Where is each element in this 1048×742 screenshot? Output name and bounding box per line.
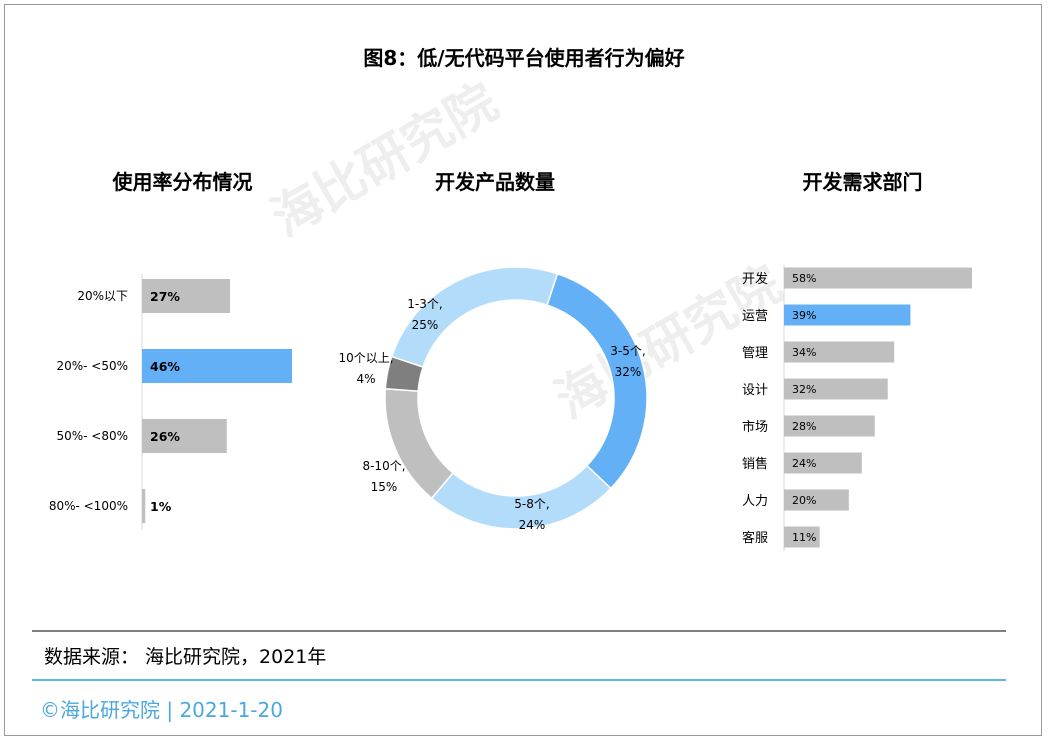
department-bar xyxy=(784,452,862,474)
department-category-label: 运营 xyxy=(742,309,768,324)
donut-slice-label: 1-3个, xyxy=(407,297,442,311)
department-bar xyxy=(784,304,911,326)
donut-chart: 3-5个, 32% 5-8个, 24% 8-10个, 15% 10个以上, 4% 1-3个, 25… xyxy=(338,266,648,532)
department-value-label: 39% xyxy=(792,309,816,322)
footer-divider xyxy=(32,679,1006,681)
department-category-label: 管理 xyxy=(742,346,768,361)
donut-slice-label: 10个以上, xyxy=(338,351,393,365)
department-value-label: 20% xyxy=(792,494,816,507)
usage-value-label: 26% xyxy=(150,429,180,444)
donut-slice-label: 15% xyxy=(371,480,398,494)
usage-value-label: 46% xyxy=(150,359,180,374)
donut-slice-label: 24% xyxy=(519,518,546,532)
usage-bar xyxy=(142,489,146,523)
usage-chart-title: 使用率分布情况 xyxy=(112,170,253,194)
department-category-label: 销售 xyxy=(742,456,768,472)
department-category-label: 客服 xyxy=(742,530,768,546)
department-bar xyxy=(784,378,888,400)
department-value-label: 58% xyxy=(792,272,816,285)
source-divider xyxy=(32,630,1006,632)
usage-value-label: 27% xyxy=(150,289,180,304)
department-category-label: 人力 xyxy=(742,494,768,509)
donut-slice-label: 8-10个, xyxy=(362,459,405,473)
donut-slice xyxy=(390,266,559,368)
department-value-label: 28% xyxy=(792,420,816,433)
department-category-label: 市场 xyxy=(742,419,768,435)
usage-value-label: 1% xyxy=(150,499,172,514)
department-chart: 开发 58% 运营 39% 管理 34% 设计 32% 市场 28% 销售 24% 人力 20% 客服 11% xyxy=(742,265,972,551)
usage-bar xyxy=(142,349,292,383)
department-value-label: 34% xyxy=(792,346,816,359)
department-bar xyxy=(784,415,875,437)
donut-slice-label: 32% xyxy=(615,365,642,379)
usage-chart: 20%以下 27% 20%- <50% 46% 50%- <80% 26% 80%- <10… xyxy=(49,274,292,530)
donut-slice xyxy=(546,272,648,490)
source-text: 数据来源： 海比研究院，2021年 xyxy=(44,646,327,668)
department-bar xyxy=(784,341,895,363)
department-bar xyxy=(784,489,849,511)
donut-slice-label: 25% xyxy=(412,318,439,332)
department-bar xyxy=(784,526,820,548)
donut-slice-label: 4% xyxy=(356,372,375,386)
copyright-text: ©海比研究院 | 2021-1-20 xyxy=(40,698,283,722)
usage-category-label: 20%以下 xyxy=(77,289,128,303)
usage-bar xyxy=(142,419,227,453)
usage-bar xyxy=(142,279,231,313)
donut-slice-label: 5-8个, xyxy=(514,497,549,511)
department-bar xyxy=(784,267,972,289)
departments-chart-title: 开发需求部门 xyxy=(802,170,923,194)
department-value-label: 32% xyxy=(792,383,816,396)
chart-frame xyxy=(4,4,1042,736)
main-title: 图8：低/无代码平台使用者行为偏好 xyxy=(363,46,685,70)
department-value-label: 11% xyxy=(792,531,816,544)
department-category-label: 开发 xyxy=(742,271,768,287)
products-chart-title: 开发产品数量 xyxy=(435,170,555,194)
department-value-label: 24% xyxy=(792,457,816,470)
usage-category-label: 50%- <80% xyxy=(56,429,128,443)
usage-category-label: 80%- <100% xyxy=(49,499,128,513)
department-category-label: 设计 xyxy=(742,383,768,398)
donut-slice-label: 3-5个, xyxy=(610,344,645,358)
usage-category-label: 20%- <50% xyxy=(56,359,128,373)
